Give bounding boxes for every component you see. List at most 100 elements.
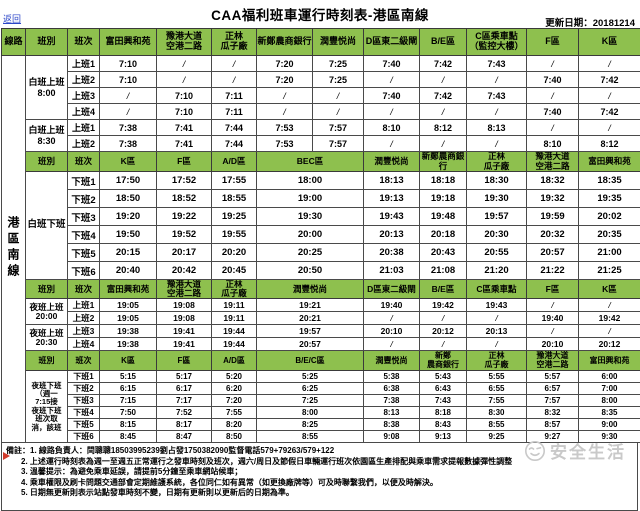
time-cell: 20:30 — [467, 226, 527, 244]
time-cell: / — [579, 299, 640, 312]
stop-header-cell: 豫港大道 空港二路 — [527, 152, 579, 172]
stop-header-cell: 潤豐悦尚 — [257, 280, 364, 299]
time-cell: 20:43 — [420, 244, 467, 262]
time-cell: 7:25 — [257, 395, 364, 407]
watermark: 安全生活 — [523, 438, 626, 463]
stop-header-cell: K區 — [100, 351, 157, 371]
red-arrow-marker-icon — [3, 452, 10, 460]
time-cell: / — [157, 72, 212, 88]
trip-number-cell: 下班3 — [68, 208, 100, 226]
trip-number-cell: 下班1 — [68, 371, 100, 383]
time-cell: 19:05 — [100, 299, 157, 312]
stop-header-cell: K區 — [579, 29, 640, 56]
trip-number-cell: 上班4 — [68, 338, 100, 351]
line-name-vertical-label: 港區南線 — [5, 216, 22, 280]
shift-group-label: 夜班上班 20:30 — [26, 325, 68, 351]
trip-number-cell: 上班1 — [68, 120, 100, 136]
time-cell: 7:11 — [212, 88, 257, 104]
time-cell: 19:05 — [100, 312, 157, 325]
time-cell: 5:38 — [364, 371, 420, 383]
timetable-sheet: 返回 CAA福利班車運行時刻表-港區南線 更新日期：20181214 線路班別班… — [0, 0, 640, 475]
stop-header-cell: K區 — [579, 280, 640, 299]
trip-number-cell: 下班5 — [68, 244, 100, 262]
time-cell: 18:55 — [212, 190, 257, 208]
time-cell: 8:13 — [467, 120, 527, 136]
time-cell: 5:25 — [257, 371, 364, 383]
trip-number-cell: 下班3 — [68, 395, 100, 407]
back-link[interactable]: 返回 — [3, 12, 21, 25]
time-cell: 18:30 — [467, 172, 527, 190]
time-cell: 19:21 — [257, 299, 364, 312]
time-cell: / — [212, 72, 257, 88]
time-cell: 8:20 — [212, 419, 257, 431]
time-cell: 21:20 — [467, 262, 527, 280]
time-cell: 19:44 — [212, 325, 257, 338]
time-cell: 8:13 — [364, 407, 420, 419]
time-cell: 9:25 — [467, 431, 527, 443]
time-cell: / — [527, 299, 579, 312]
time-cell: 7:42 — [420, 88, 467, 104]
time-cell: 7:25 — [313, 56, 364, 72]
time-cell: 5:57 — [527, 371, 579, 383]
stop-header-cell: 富田興和苑 — [100, 29, 157, 56]
time-cell: 20:20 — [212, 244, 257, 262]
time-cell: 7:00 — [579, 383, 640, 395]
time-cell: 19:30 — [467, 190, 527, 208]
time-cell: 19:11 — [212, 312, 257, 325]
stop-header-cell: 正林 瓜子廠 — [212, 29, 257, 56]
time-cell: / — [527, 56, 579, 72]
time-cell: 7:50 — [100, 407, 157, 419]
time-cell: 19:00 — [257, 190, 364, 208]
shift-group-label: 白班上班 8:30 — [26, 120, 68, 152]
time-cell: 8:00 — [579, 395, 640, 407]
stop-header-cell: 新鄭農商銀行 — [420, 152, 467, 172]
time-cell: 6:00 — [579, 371, 640, 383]
time-cell: 8:15 — [100, 419, 157, 431]
trip-number-cell: 下班6 — [68, 431, 100, 443]
time-cell: 7:44 — [212, 120, 257, 136]
stop-header-cell: 豫港大道 空港二路 — [157, 29, 212, 56]
trip-number-cell: 上班2 — [68, 136, 100, 152]
time-cell: 5:15 — [100, 371, 157, 383]
stop-header-cell: 潤豐悦尚 — [313, 29, 364, 56]
time-cell: 8:47 — [157, 431, 212, 443]
time-cell: / — [579, 325, 640, 338]
time-cell: 7:42 — [420, 56, 467, 72]
time-cell: 18:00 — [257, 172, 364, 190]
time-cell: 19:42 — [579, 312, 640, 325]
time-cell: 20:13 — [467, 325, 527, 338]
time-cell: 7:10 — [157, 88, 212, 104]
stop-header-cell: 潤豐悦尚 — [364, 152, 420, 172]
winking-face-icon — [523, 439, 547, 463]
stop-header-cell: 正林 瓜子廠 — [467, 152, 527, 172]
time-cell: 6:25 — [257, 383, 364, 395]
time-cell: 8:30 — [467, 407, 527, 419]
time-cell: 20:17 — [157, 244, 212, 262]
topbar: 返回 CAA福利班車運行時刻表-港區南線 更新日期：20181214 — [0, 0, 640, 28]
time-cell: 7:40 — [527, 104, 579, 120]
stop-header-cell: 班別 — [26, 351, 68, 371]
time-cell: 6:55 — [467, 383, 527, 395]
time-cell: 8:12 — [579, 136, 640, 152]
time-cell: 20:10 — [364, 325, 420, 338]
time-cell: / — [467, 338, 527, 351]
time-cell: 18:35 — [579, 172, 640, 190]
time-cell: 8:43 — [420, 419, 467, 431]
note-line: 5. 日期無更新則表示站點發車時刻不變，日期有更新則以更新后的日期為準。 — [6, 488, 635, 498]
time-cell: 21:00 — [579, 244, 640, 262]
time-cell: 19:13 — [364, 190, 420, 208]
stop-header-cell: BEC區 — [257, 152, 364, 172]
time-cell: 18:13 — [364, 172, 420, 190]
stop-header-cell: 班次 — [68, 29, 100, 56]
stop-header-cell: D區東二級閘 — [364, 29, 420, 56]
stop-header-cell: 班次 — [68, 280, 100, 299]
